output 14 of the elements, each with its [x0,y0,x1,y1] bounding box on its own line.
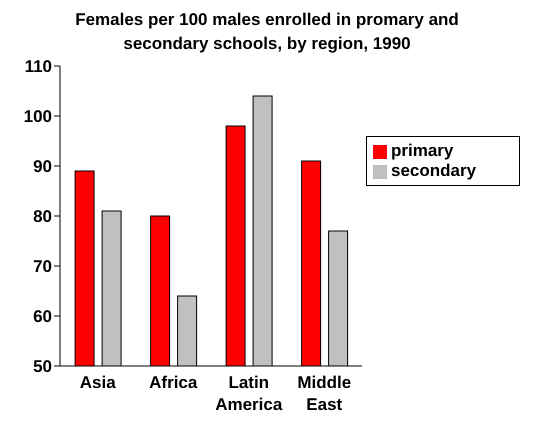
x-tick-label: Middle East [297,373,352,414]
x-tick-label: Africa [149,373,198,392]
legend-label: secondary [391,161,476,180]
y-tick-label: 90 [33,157,52,176]
legend-label: primary [391,141,454,160]
y-tick-label: 60 [33,307,52,326]
x-tick-label: Latin America [215,373,283,414]
y-tick-label: 50 [33,357,52,376]
y-tick-label: 80 [33,207,52,226]
x-tick-label: Asia [80,373,116,392]
y-tick-label: 110 [24,57,52,76]
chart-title: Females per 100 males enrolled in promary and secondary schools, by region, 1990 [74,9,460,55]
y-tick-label: 100 [24,107,52,126]
y-tick-label: 70 [33,257,52,276]
